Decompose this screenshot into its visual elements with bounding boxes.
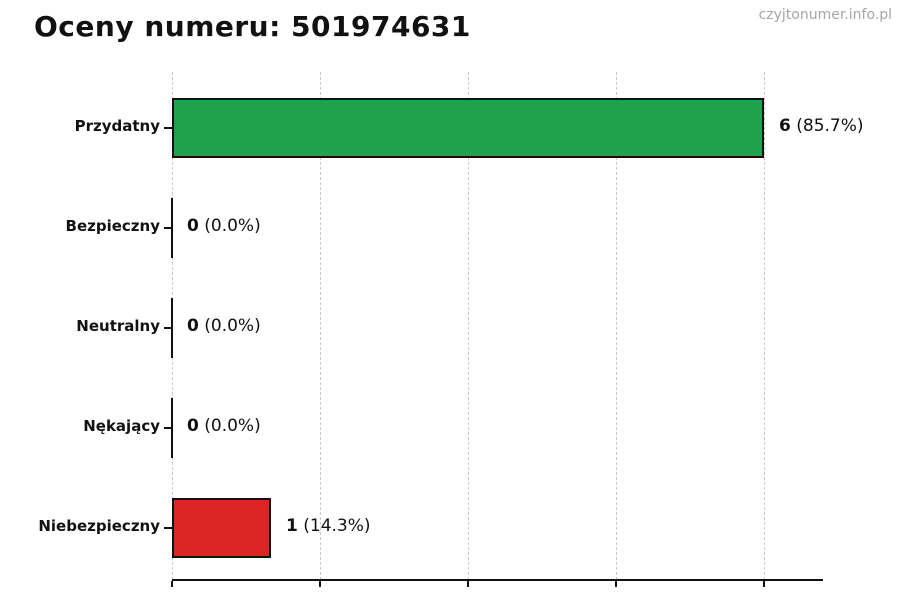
x-axis-tick [467,581,469,587]
category-label: Bezpieczny [65,217,160,235]
bar [171,398,173,458]
category-label: Niebezpieczny [38,517,160,535]
category-label: Nękający [83,417,160,435]
category-label: Przydatny [74,117,160,135]
value-percent: (0.0%) [198,416,261,436]
bar [172,498,271,558]
value-count: 6 [779,116,791,136]
value-count: 1 [286,516,298,536]
value-percent: (0.0%) [198,316,261,336]
category-label: Neutralny [76,317,160,335]
value-percent: (14.3%) [297,516,371,536]
x-axis-tick [319,581,321,587]
y-axis-tick [164,427,172,429]
y-axis-tick [164,227,172,229]
watermark: czyjtonumer.info.pl [758,7,892,23]
value-label: 0 (0.0%) [187,416,261,436]
bar [171,298,173,358]
grid-line [468,72,469,580]
y-axis-tick [164,127,172,129]
grid-line [320,72,321,580]
value-percent: (85.7%) [790,116,864,136]
value-label: 6 (85.7%) [779,116,864,136]
grid-line [616,72,617,580]
value-count: 0 [187,216,199,236]
bar [171,198,173,258]
value-label: 0 (0.0%) [187,316,261,336]
value-percent: (0.0%) [198,216,261,236]
y-axis-tick [164,327,172,329]
value-label: 0 (0.0%) [187,216,261,236]
grid-line [764,72,765,580]
x-axis-tick [763,581,765,587]
y-axis-tick [164,527,172,529]
chart-title: Oceny numeru: 501974631 [34,10,471,43]
x-axis-tick [615,581,617,587]
value-label: 1 (14.3%) [286,516,371,536]
x-axis-tick [171,581,173,587]
bar [172,98,764,158]
x-axis-line [172,579,823,581]
value-count: 0 [187,416,199,436]
value-count: 0 [187,316,199,336]
